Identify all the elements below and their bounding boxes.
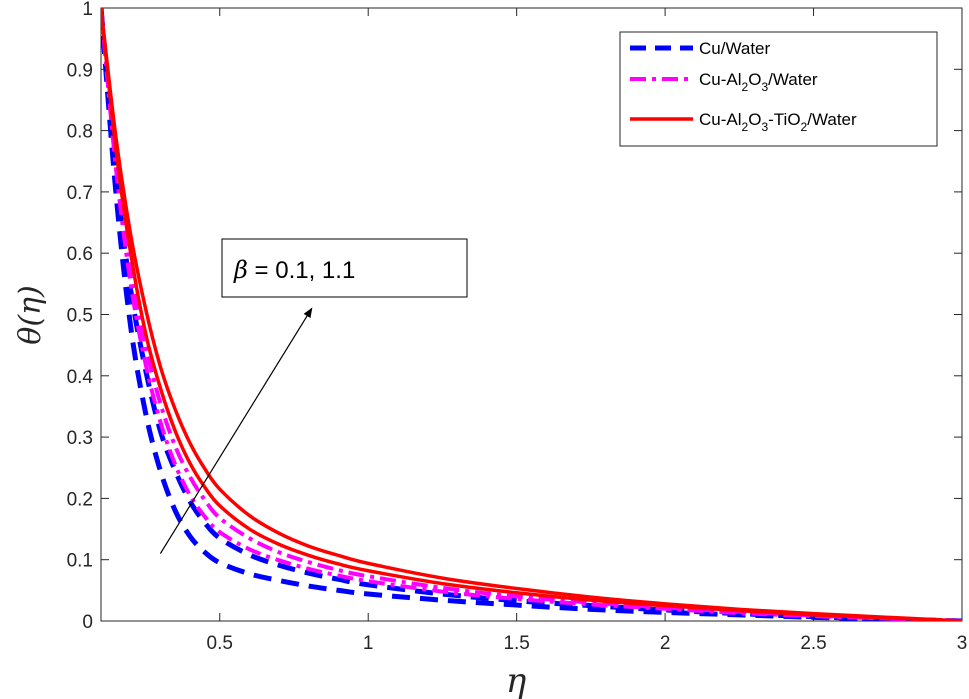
legend-text-part: Cu-Al — [699, 70, 742, 89]
legend-text-part: O — [748, 70, 761, 89]
legend-subscript: 2 — [742, 120, 749, 134]
y-tick-label: 0.4 — [67, 367, 94, 388]
x-tick-label: 1 — [363, 633, 374, 654]
legend-text-part: /Water — [768, 70, 818, 89]
y-tick-label: 0.5 — [67, 306, 93, 327]
x-tick-label: 1.5 — [503, 633, 529, 654]
annotation-symbol: β — [233, 256, 248, 284]
annotation-text: β = 0.1, 1.1 — [233, 256, 355, 284]
legend-text-part: Cu-Al — [699, 110, 742, 129]
annotation-box: β = 0.1, 1.1 — [221, 238, 468, 298]
annotation-frame — [221, 238, 468, 298]
legend-subscript: 2 — [801, 120, 808, 134]
y-tick-label: 0 — [82, 612, 93, 633]
y-tick-label: 0.3 — [67, 428, 93, 449]
series-line-cu-al2o3-tio2-water-beta-1-1 — [101, 8, 962, 621]
y-tick-label: 0.1 — [67, 551, 93, 572]
legend-subscript: 3 — [761, 120, 768, 134]
x-tick-label: 0.5 — [207, 633, 233, 654]
series-line-cu-al2o3-water-beta-0-1 — [101, 8, 962, 621]
y-tick-label: 0.8 — [67, 122, 93, 143]
legend-text-part: O — [748, 110, 761, 129]
x-axis-ticks: 0.5 1 1.5 2 2.5 3 — [207, 8, 968, 654]
y-tick-label: 0.6 — [67, 244, 93, 265]
legend-label: Cu-Al2O3/Water — [699, 70, 818, 94]
legend-items: Cu/WaterCu-Al2O3/WaterCu-Al2O3-TiO2/Wate… — [630, 39, 857, 134]
y-tick-label: 0.2 — [67, 489, 93, 510]
x-tick-label: 3 — [957, 633, 968, 654]
legend-subscript: 3 — [761, 80, 768, 94]
x-tick-label: 2.5 — [800, 633, 826, 654]
y-axis-label: θ(η) — [13, 285, 48, 344]
legend-text-part: -TiO — [768, 110, 800, 129]
annotation-value: = 0.1, 1.1 — [248, 257, 355, 284]
y-tick-label: 0.7 — [67, 183, 93, 204]
legend-label: Cu/Water — [699, 39, 771, 58]
curve-group — [101, 8, 962, 621]
trend-arrow — [159, 307, 313, 554]
legend-frame — [619, 31, 938, 147]
legend-text-part: Cu/Water — [699, 39, 771, 58]
legend: Cu/WaterCu-Al2O3/WaterCu-Al2O3-TiO2/Wate… — [619, 31, 938, 147]
y-tick-label: 1 — [82, 0, 93, 20]
legend-text-part: /Water — [807, 110, 857, 129]
legend-label: Cu-Al2O3-TiO2/Water — [699, 110, 857, 134]
y-tick-label: 0.9 — [67, 60, 93, 81]
x-tick-label: 2 — [660, 633, 671, 654]
x-axis-label: η — [506, 661, 527, 699]
legend-subscript: 2 — [742, 80, 749, 94]
y-axis-ticks: 0 0.1 0.2 0.3 0.4 0.5 0.6 0.7 0.8 0.9 1 — [67, 0, 962, 633]
series-line-cu-water-beta-1-1 — [101, 8, 962, 621]
